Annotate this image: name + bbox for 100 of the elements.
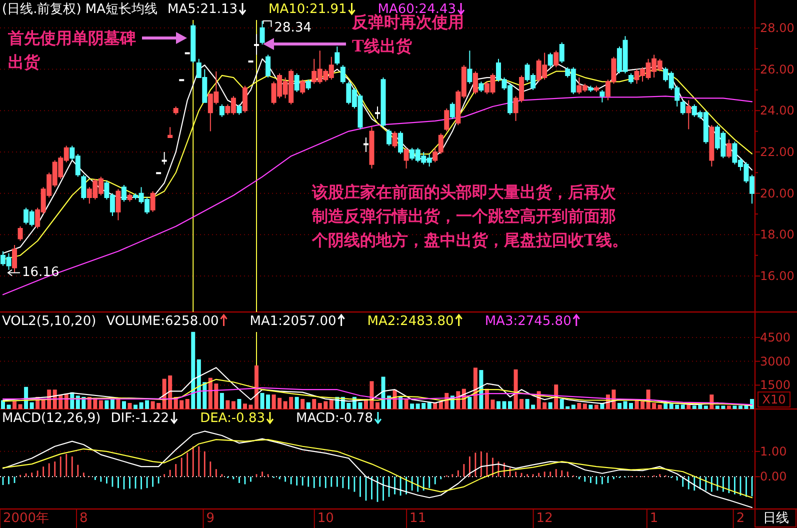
bar <box>134 404 138 409</box>
candlestick <box>334 46 340 66</box>
candlestick <box>386 128 392 146</box>
line-series <box>2 439 753 498</box>
bar <box>404 398 408 409</box>
legend-label: MA2:2483.80 <box>367 314 454 329</box>
legend-label: MACD:-0.78 <box>296 411 373 426</box>
bar <box>629 402 634 409</box>
bar <box>376 402 380 409</box>
legend-label: MA10:21.91 <box>268 2 347 17</box>
bar <box>12 401 17 409</box>
bar <box>312 398 316 409</box>
bar <box>726 406 731 409</box>
bar <box>128 402 132 409</box>
y-tick-label: 22.00 <box>760 144 794 159</box>
line-series <box>2 378 753 406</box>
x-tick-label: 1 <box>650 511 658 526</box>
candlestick <box>472 70 478 95</box>
bar <box>231 401 236 409</box>
annotation: 16.16 <box>22 265 60 280</box>
bar <box>548 402 552 409</box>
bar <box>496 401 500 409</box>
candlestick <box>173 106 178 116</box>
x-tick-label: 10 <box>317 511 334 526</box>
bar <box>433 402 438 409</box>
bar <box>220 392 224 409</box>
bar <box>427 402 432 409</box>
bar <box>254 365 259 409</box>
candlestick <box>190 23 196 64</box>
annotation: 首先使用单阴墓碑出货 <box>7 28 136 72</box>
candlestick <box>121 184 126 202</box>
bar <box>398 396 403 409</box>
candlestick <box>559 42 564 64</box>
bar <box>479 370 484 409</box>
candlestick <box>392 130 398 148</box>
x-tick-label: 11 <box>410 511 426 526</box>
legend-label: MA1:2057.00 <box>250 314 336 329</box>
y-tick-label: 4500 <box>760 330 791 344</box>
bar <box>18 404 22 409</box>
candlestick <box>168 126 173 138</box>
bar <box>594 404 598 409</box>
legend-label: MA3:2745.80 <box>484 314 572 329</box>
y-tick-label: 20.00 <box>760 186 794 200</box>
bar <box>473 368 478 409</box>
candlestick <box>254 34 260 56</box>
candlestick <box>116 188 121 221</box>
candlestick <box>294 72 300 93</box>
y-tick-label: 1500 <box>760 378 791 392</box>
candlestick <box>375 106 380 120</box>
candlestick <box>380 77 386 128</box>
bar <box>680 404 685 409</box>
x-tick-label: 12 <box>536 511 553 526</box>
candlestick <box>726 139 732 159</box>
x-tick-label: 9 <box>206 511 215 526</box>
x-tick-label: 2 <box>736 511 745 526</box>
candlestick <box>162 151 167 165</box>
candlestick <box>236 104 242 116</box>
bar <box>104 400 109 409</box>
candlestick <box>600 89 605 103</box>
candlestick <box>404 147 409 170</box>
candlestick <box>467 50 472 84</box>
candlestick <box>680 100 686 116</box>
y-tick-label: 24.00 <box>760 104 794 118</box>
bar <box>704 406 708 409</box>
candlestick <box>150 190 156 212</box>
bar <box>582 404 587 409</box>
bar <box>658 404 662 409</box>
bar <box>98 400 103 409</box>
candlestick <box>340 64 346 84</box>
bar <box>30 402 34 409</box>
bar <box>185 398 190 409</box>
chart-title: VOL2(5,10,20) <box>2 314 96 329</box>
candlestick <box>12 244 18 274</box>
x-axis-title: 日线 <box>763 511 789 526</box>
bar <box>306 402 310 409</box>
legend-label: MA5:21.13 <box>168 2 238 17</box>
candlestick <box>266 54 271 78</box>
candlestick <box>444 108 450 132</box>
candlestick <box>300 79 306 95</box>
candlestick <box>363 137 368 152</box>
y-tick-label: 26.00 <box>760 62 794 76</box>
bar <box>294 396 299 409</box>
bar <box>237 398 242 409</box>
chart-title: (日线.前复权) MA短长均线 <box>2 2 158 17</box>
candlestick <box>306 79 311 90</box>
candlestick <box>18 226 23 242</box>
bar <box>588 404 593 409</box>
bar <box>686 404 691 409</box>
candlestick <box>628 72 634 84</box>
x-tick-label: 8 <box>80 511 88 526</box>
line-series <box>2 430 753 508</box>
y-axis-title: X10 <box>762 392 786 406</box>
candlestick <box>478 81 484 93</box>
candlestick <box>548 52 553 68</box>
y-tick-label: 0.00 <box>760 470 787 484</box>
bar <box>410 404 414 409</box>
y-tick-label: 1.00 <box>760 444 787 458</box>
bar <box>468 396 472 409</box>
legend-label: DIF:-1.22 <box>110 411 170 426</box>
candlestick <box>127 192 132 202</box>
